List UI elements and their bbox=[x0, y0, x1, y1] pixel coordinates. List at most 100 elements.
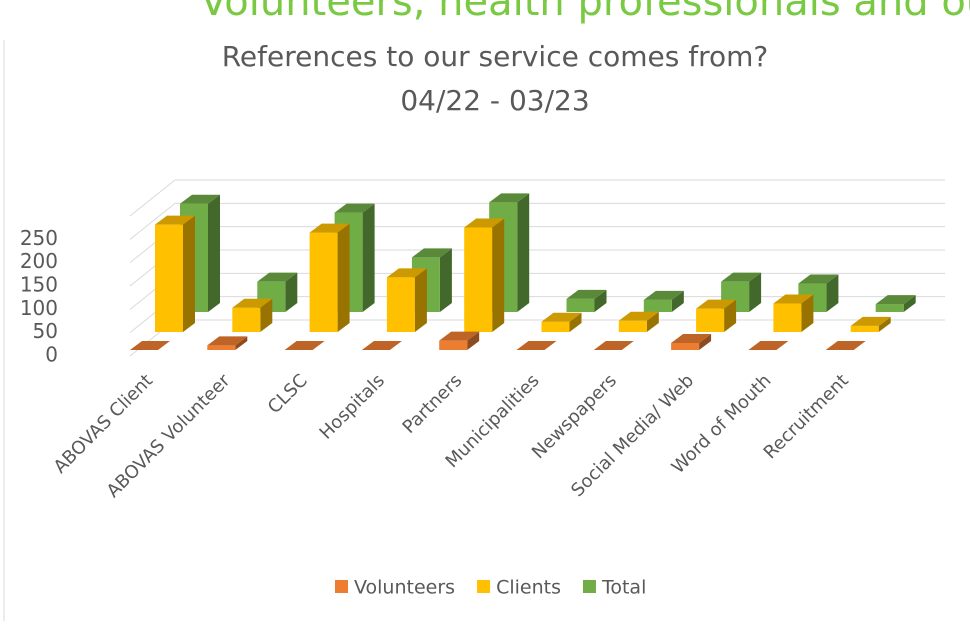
bar-side bbox=[492, 218, 505, 332]
bar-top bbox=[309, 223, 350, 233]
bar-top bbox=[643, 290, 684, 300]
chart-title: References to our service comes from? bbox=[222, 40, 769, 73]
bar-top bbox=[618, 311, 659, 321]
bar-top bbox=[334, 203, 375, 213]
bar bbox=[875, 295, 916, 312]
bar-top bbox=[593, 341, 634, 350]
bar bbox=[748, 341, 789, 350]
bar bbox=[643, 290, 684, 312]
bar-top bbox=[180, 194, 220, 204]
bar-side bbox=[594, 289, 607, 312]
bar-top bbox=[671, 334, 712, 343]
bar-front bbox=[643, 299, 672, 312]
bar-side bbox=[337, 223, 350, 332]
grid-line bbox=[129, 179, 945, 217]
bar-top bbox=[464, 218, 505, 228]
y-tick-label: 150 bbox=[20, 273, 58, 297]
bar-top bbox=[516, 341, 557, 350]
bar-side bbox=[646, 311, 659, 332]
y-tick-label: 250 bbox=[20, 226, 58, 250]
bar bbox=[386, 268, 427, 332]
bar bbox=[155, 215, 195, 332]
y-tick-label: 100 bbox=[20, 296, 58, 320]
legend-swatch bbox=[477, 580, 491, 593]
bar-front bbox=[566, 298, 595, 312]
bar-top bbox=[439, 331, 480, 341]
bar-side bbox=[260, 298, 273, 332]
bar-front bbox=[439, 340, 468, 350]
bar-side bbox=[208, 194, 220, 312]
bar-front bbox=[773, 303, 802, 332]
bar bbox=[566, 289, 607, 312]
bar-front bbox=[207, 345, 236, 350]
bar-side bbox=[235, 336, 248, 350]
bar bbox=[850, 316, 891, 332]
bar-top bbox=[489, 193, 530, 203]
bar bbox=[232, 298, 273, 332]
bar-side bbox=[467, 331, 480, 350]
legend: Volunteers Clients Total bbox=[335, 577, 646, 599]
bar bbox=[825, 341, 866, 350]
bar-side bbox=[699, 334, 712, 350]
bar-top bbox=[850, 316, 891, 326]
bar-top bbox=[721, 272, 762, 282]
x-tick-label: Hospitals bbox=[316, 370, 389, 443]
bar-side bbox=[826, 274, 839, 312]
y-tick-label: 200 bbox=[20, 249, 58, 273]
bar-front bbox=[232, 307, 261, 332]
bar-top bbox=[875, 295, 916, 305]
bar-side bbox=[903, 295, 916, 312]
bar-side bbox=[439, 248, 452, 312]
grid-line bbox=[129, 202, 945, 240]
bar-side bbox=[362, 203, 375, 312]
bar bbox=[671, 334, 712, 350]
bar-side bbox=[285, 272, 298, 312]
bar-front bbox=[618, 320, 647, 332]
bar bbox=[516, 341, 557, 350]
bar bbox=[541, 312, 582, 332]
bar-side bbox=[878, 316, 891, 332]
legend-label: Total bbox=[601, 577, 646, 599]
bar bbox=[309, 223, 350, 332]
bar-front bbox=[155, 224, 183, 332]
bar-side bbox=[569, 312, 582, 332]
bar bbox=[696, 299, 737, 332]
bar-side bbox=[414, 268, 427, 332]
page-heading: Volunteers, health professionals and our… bbox=[200, 0, 970, 25]
x-tick-label: Partners bbox=[399, 370, 467, 438]
bar bbox=[618, 311, 659, 332]
bar-side bbox=[801, 294, 814, 332]
bar-top bbox=[773, 294, 814, 304]
bar-top bbox=[696, 299, 737, 309]
bar-top bbox=[748, 341, 789, 350]
bar bbox=[773, 294, 814, 332]
bar bbox=[130, 341, 170, 350]
bar-front bbox=[541, 321, 570, 332]
bar-top bbox=[411, 248, 452, 258]
bar-top bbox=[130, 341, 170, 350]
bar-side bbox=[183, 215, 195, 332]
grid-line bbox=[129, 226, 945, 264]
y-tick-label: 50 bbox=[33, 319, 58, 343]
bar-side bbox=[724, 299, 737, 332]
bar-top bbox=[825, 341, 866, 350]
bar-top bbox=[798, 274, 839, 284]
bar bbox=[464, 218, 505, 332]
bar-top bbox=[155, 215, 195, 225]
bar bbox=[439, 331, 480, 350]
bar-top bbox=[386, 268, 427, 278]
bar-front bbox=[671, 343, 700, 350]
x-tick-label: CLSC bbox=[264, 370, 312, 418]
bar-front bbox=[696, 308, 725, 332]
legend-swatch bbox=[335, 580, 348, 593]
legend-swatch bbox=[582, 580, 596, 593]
bar bbox=[361, 341, 402, 350]
bar-top bbox=[207, 336, 248, 346]
chart-subtitle: 04/22 - 03/23 bbox=[400, 84, 589, 117]
bar-side bbox=[749, 272, 762, 312]
bar-front bbox=[464, 227, 493, 332]
legend-label: Volunteers bbox=[354, 577, 455, 599]
bar bbox=[593, 341, 634, 350]
bar-front bbox=[386, 277, 415, 332]
